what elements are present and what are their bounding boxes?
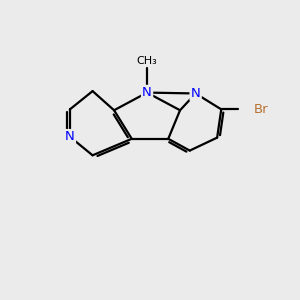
Text: N: N [191, 87, 200, 100]
Text: CH₃: CH₃ [137, 56, 158, 66]
Text: Br: Br [254, 103, 268, 116]
Text: N: N [65, 130, 75, 143]
Text: N: N [142, 86, 152, 99]
